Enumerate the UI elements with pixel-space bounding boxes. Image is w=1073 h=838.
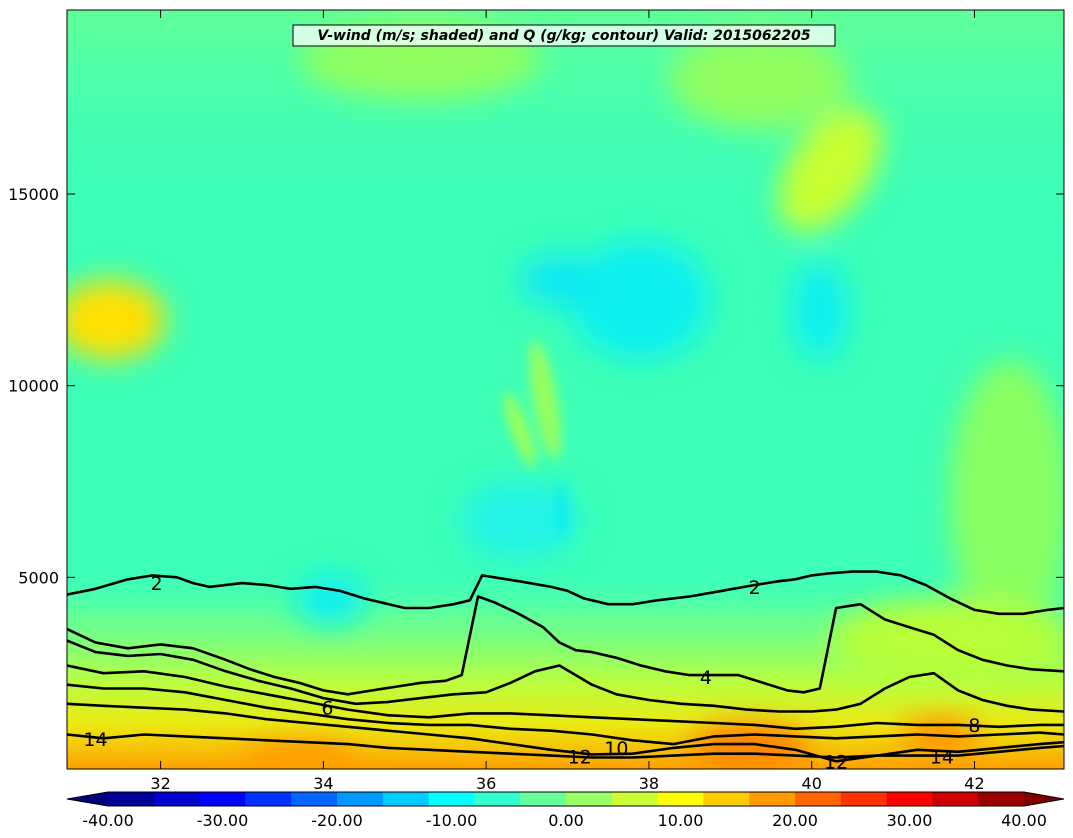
x-tick-label: 36 [476,774,496,793]
colorbar-bin [657,792,704,806]
colorbar-bin [978,792,1025,806]
colorbar-tick-label: 10.00 [658,811,704,830]
contour-label: 14 [83,729,107,751]
colorbar-bin [566,792,613,806]
colorbar-tick-label: -40.00 [82,811,134,830]
contour-q-12 [67,702,1064,763]
heatmap-plot-area: 2 2 4 6 8 10 12 12 14 14 32 34 36 38 40 42 5000 10000 15… [8,9,1065,793]
colorbar-bin [428,792,475,806]
colorbar-bin [795,792,842,806]
colorbar-tick-label: 30.00 [887,811,933,830]
colorbar-tick-label: 40.00 [1001,811,1047,830]
y-axis: 5000 10000 15000 [8,185,1064,587]
colorbar-bin [840,792,888,806]
x-tick-label: 40 [802,774,822,793]
x-tick-label: 32 [150,774,170,793]
colorbar-bin [749,792,796,806]
colorbar-bin [520,792,567,806]
contour-q-10 [67,683,1064,746]
contour-q-4 [67,595,1064,696]
chart-title-box: V-wind (m/s; shaded) and Q (g/kg; contou… [292,24,836,47]
q-contours [67,570,1064,763]
colorbar-tick-label: 20.00 [772,811,818,830]
colorbar-bin [337,792,384,806]
shaded-field [67,10,1064,769]
colorbar-outline [66,791,1065,807]
colorbar-extend-min [67,792,108,806]
colorbar-bin [108,792,155,806]
colorbar-tick-label: -10.00 [426,811,478,830]
contour-label: 12 [568,746,592,768]
colorbar-bin [382,792,430,806]
colorbar-extend-max [1024,792,1064,806]
colorbar-tick-label: 0.00 [548,811,584,830]
contour-label: 4 [700,667,712,689]
colorbar-bin [199,792,246,806]
x-axis: 32 34 36 38 40 42 [150,10,985,793]
y-tick-label: 10000 [8,377,59,396]
contour-q-6 [67,639,1064,713]
y-tick-label: 15000 [8,185,59,204]
colorbar-bin [611,792,659,806]
colorbar-bin [932,792,979,806]
colorbar-tick-label: -30.00 [197,811,249,830]
colorbar-bin [474,792,521,806]
colorbar-bin [245,792,292,806]
x-tick-label: 38 [639,774,659,793]
colorbar-bin [886,792,933,806]
colorbar-bin [291,792,338,806]
contour-label: 10 [604,738,628,760]
plot-frame [66,9,1065,770]
contour-label: 2 [749,577,761,599]
contour-label: 12 [824,751,848,773]
x-tick-label: 34 [313,774,333,793]
contour-q-2 [67,570,1064,616]
contour-label: 8 [968,715,980,737]
contour-label: 2 [150,573,162,595]
contour-label: 6 [321,698,333,720]
contour-label: 14 [930,746,954,768]
q-contour-labels: 2 2 4 6 8 10 12 12 14 14 [83,573,980,773]
chart-title: V-wind (m/s; shaded) and Q (g/kg; contou… [317,28,810,44]
colorbar-bin [703,792,750,806]
contour-q-14 [67,733,1064,759]
contour-q-8 [67,664,1064,731]
colorbar: -40.00 -30.00 -20.00 -10.00 0.00 10.00 20.00 30… [66,791,1065,830]
y-tick-label: 5000 [18,568,59,587]
x-tick-label: 42 [964,774,984,793]
colorbar-bin [153,792,201,806]
colorbar-tick-label: -20.00 [311,811,363,830]
